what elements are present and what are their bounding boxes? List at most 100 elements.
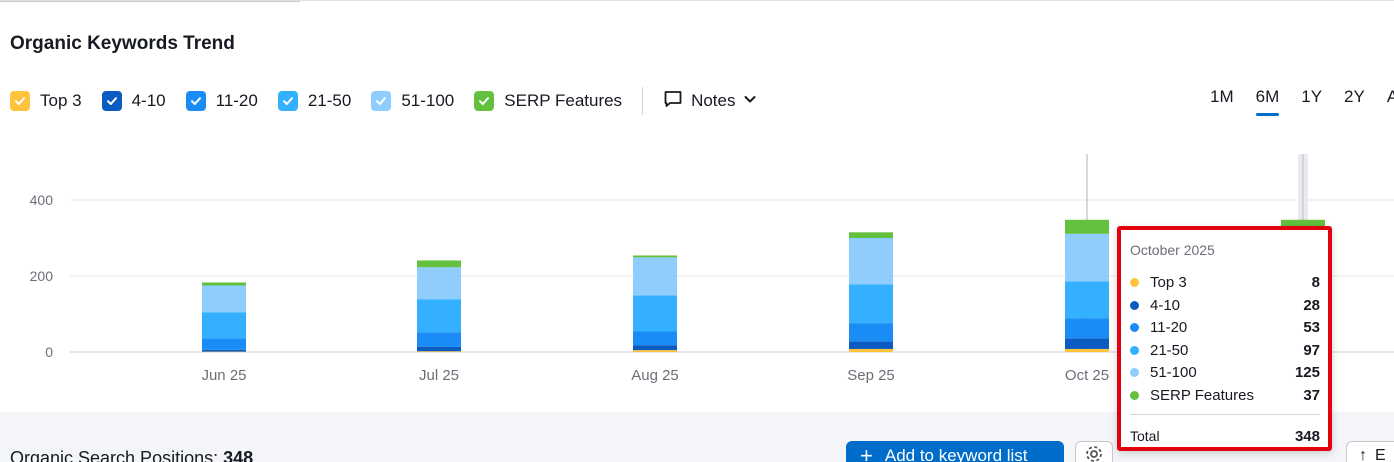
tooltip-total: Total 348	[1130, 428, 1320, 445]
tooltip-row-name: 51-100	[1150, 363, 1197, 381]
bar-segment	[849, 348, 893, 352]
bar-segment	[633, 345, 677, 351]
y-tick-label: 200	[30, 268, 54, 284]
tooltip-total-value: 348	[1294, 428, 1320, 445]
x-tick-label: Sep 25	[847, 367, 895, 384]
positions-count: 348	[223, 448, 254, 462]
bar-segment	[417, 299, 461, 333]
legend-item-4-10[interactable]: 4-10	[101, 91, 166, 111]
bar-segment	[202, 338, 246, 350]
bar-segment	[849, 232, 893, 238]
tooltip-row: Top 3 8	[1130, 272, 1320, 292]
period-selector: 1M 6M 1Y 2Y A	[1210, 87, 1394, 117]
tooltip-row-value: 53	[1303, 318, 1320, 336]
bar-segment	[1065, 233, 1109, 282]
notes-label: Notes	[691, 91, 736, 110]
legend-item-serp-features[interactable]: SERP Features	[474, 91, 622, 111]
tooltip-row-value: 28	[1303, 296, 1320, 314]
add-button-label: Add to keyword list	[884, 446, 1028, 462]
series-dot	[1130, 322, 1139, 332]
tooltip-row-name: 4-10	[1150, 296, 1181, 314]
bar-segment	[633, 255, 677, 258]
tooltip-total-label: Total	[1130, 428, 1160, 444]
legend-label: Top 3	[40, 91, 82, 110]
legend-item-top-3[interactable]: Top 3	[10, 91, 82, 111]
period-6m[interactable]: 6M	[1255, 87, 1279, 116]
series-dot	[1130, 345, 1139, 355]
x-tick-label: Jun 25	[201, 367, 246, 384]
bar-segment	[1065, 338, 1109, 349]
bar-segment	[633, 295, 677, 332]
tooltip-row-value: 37	[1303, 386, 1320, 404]
period-1m[interactable]: 1M	[1210, 87, 1234, 106]
y-tick-label: 0	[45, 344, 53, 360]
series-dot	[1130, 367, 1139, 377]
bar-segment	[202, 285, 246, 313]
tooltip-row: 11-20 53	[1130, 317, 1320, 337]
checkbox-icon[interactable]	[101, 91, 122, 111]
tooltip-divider	[1130, 414, 1320, 415]
tooltip-row: 21-50 97	[1130, 340, 1320, 360]
tooltip-row: 4-10 28	[1130, 295, 1320, 315]
period-all[interactable]: A	[1386, 87, 1394, 106]
bar-segment	[633, 350, 677, 352]
tooltip-row: SERP Features 37	[1130, 385, 1320, 405]
tooltip-row: 51-100 125	[1130, 362, 1320, 382]
bar-segment	[417, 267, 461, 300]
checkbox-icon[interactable]	[185, 91, 206, 111]
legend-label: 51-100	[401, 91, 455, 110]
bar-segment	[849, 323, 893, 342]
legend-divider	[642, 87, 644, 115]
settings-button[interactable]	[1075, 441, 1113, 462]
checkbox-icon[interactable]	[474, 91, 495, 111]
legend-label: 11-20	[215, 91, 258, 110]
chart-tooltip: October 2025 Top 3 8 4-10 28 11-20 53 21…	[1117, 226, 1332, 451]
bar-segment	[202, 349, 246, 352]
tooltip-row-name: 11-20	[1150, 318, 1188, 336]
bar-segment	[1065, 318, 1109, 339]
checkbox-icon[interactable]	[10, 91, 30, 111]
add-to-keyword-list-button[interactable]: + Add to keyword list	[846, 441, 1064, 462]
bar-segment	[202, 312, 246, 339]
legend-label: 21-50	[307, 91, 352, 110]
export-label: E	[1375, 447, 1386, 462]
series-dot	[1130, 277, 1139, 287]
export-button[interactable]: ↑ E	[1346, 441, 1394, 462]
bar-segment	[633, 257, 677, 296]
checkbox-icon[interactable]	[371, 91, 392, 111]
bar-segment	[417, 332, 461, 347]
organic-positions-title: Organic Search Positions: 348	[10, 448, 253, 462]
page-title: Organic Keywords Trend	[10, 33, 235, 54]
gear-icon	[1084, 444, 1104, 462]
period-2y[interactable]: 2Y	[1344, 87, 1365, 106]
tooltip-row-name: SERP Features	[1150, 386, 1254, 404]
x-tick-label: Oct 25	[1065, 367, 1109, 384]
bar-segment	[849, 284, 893, 324]
series-dot	[1130, 390, 1139, 400]
legend-item-51-100[interactable]: 51-100	[371, 91, 454, 111]
notes-dropdown[interactable]: Notes	[663, 89, 757, 114]
top-divider	[0, 1, 300, 4]
comment-icon	[663, 89, 683, 114]
legend-label: SERP Features	[504, 91, 623, 110]
bar-segment	[1065, 348, 1109, 352]
series-dot	[1130, 300, 1139, 310]
bar-segment	[849, 341, 893, 349]
y-tick-label: 400	[30, 192, 54, 208]
legend-item-11-20[interactable]: 11-20	[185, 91, 258, 111]
bar-segment	[1065, 281, 1109, 319]
x-tick-label: Aug 25	[631, 367, 679, 384]
bar-segment	[849, 238, 893, 285]
bar-segment	[417, 351, 461, 352]
period-1y[interactable]: 1Y	[1301, 87, 1323, 106]
bar-segment	[417, 260, 461, 268]
tooltip-row-value: 125	[1294, 363, 1320, 381]
bar-segment	[1065, 219, 1109, 234]
checkbox-icon[interactable]	[277, 91, 298, 111]
tooltip-row-name: Top 3	[1150, 273, 1187, 291]
organic-keywords-card: Organic Keywords Trend Top 3 4-10 11-20 …	[0, 0, 1394, 451]
legend-item-21-50[interactable]: 21-50	[277, 91, 352, 111]
tooltip-row-value: 8	[1311, 273, 1320, 291]
plus-icon: +	[860, 443, 873, 462]
tooltip-row-name: 21-50	[1150, 341, 1189, 359]
